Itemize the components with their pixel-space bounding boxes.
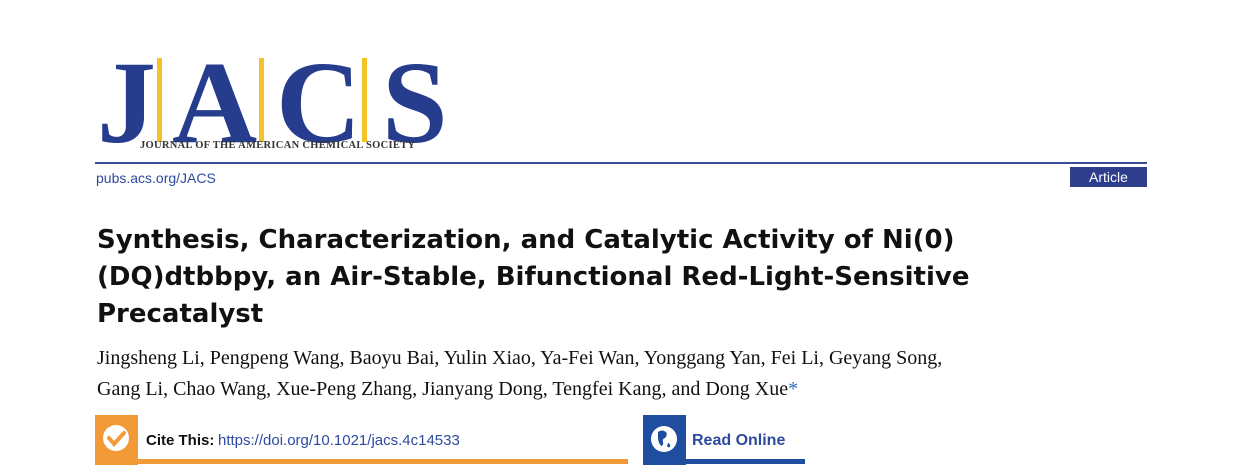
logo-letter-j: J (97, 37, 156, 168)
check-circle-icon (103, 425, 129, 451)
logo-divider (157, 58, 162, 142)
article-type-badge: Article (1070, 167, 1147, 187)
doi-link[interactable]: https://doi.org/10.1021/jacs.4c14533 (218, 432, 460, 449)
article-title: Synthesis, Characterization, and Catalyt… (97, 222, 1097, 333)
journal-name: JOURNAL OF THE AMERICAN CHEMICAL SOCIETY (140, 140, 416, 151)
authors-line: Jingsheng Li, Pengpeng Wang, Baoyu Bai, … (97, 347, 943, 369)
logo-letter-s: S (382, 37, 448, 168)
logo-letter-c: C (276, 37, 362, 168)
cite-underline (95, 459, 628, 464)
header-rule (95, 162, 1147, 164)
read-online-icon-box[interactable] (643, 415, 686, 465)
read-online-underline (643, 459, 805, 464)
title-line: Precatalyst (97, 299, 264, 329)
logo-divider (362, 58, 367, 142)
author-list: Jingsheng Li, Pengpeng Wang, Baoyu Bai, … (97, 343, 1157, 405)
globe-icon (651, 426, 677, 452)
read-online-link[interactable]: Read Online (692, 432, 786, 449)
cite-label: Cite This: (146, 432, 215, 449)
journal-url-link[interactable]: pubs.acs.org/JACS (96, 170, 216, 186)
corresponding-author-mark[interactable]: * (788, 378, 799, 400)
title-line: Synthesis, Characterization, and Catalyt… (97, 225, 955, 255)
logo-letter-a: A (172, 37, 258, 168)
cite-icon-box[interactable] (95, 415, 138, 465)
authors-line: Gang Li, Chao Wang, Xue-Peng Zhang, Jian… (97, 378, 789, 400)
title-line: (DQ)dtbbpy, an Air-Stable, Bifunctional … (97, 262, 970, 292)
logo-divider (259, 58, 264, 142)
